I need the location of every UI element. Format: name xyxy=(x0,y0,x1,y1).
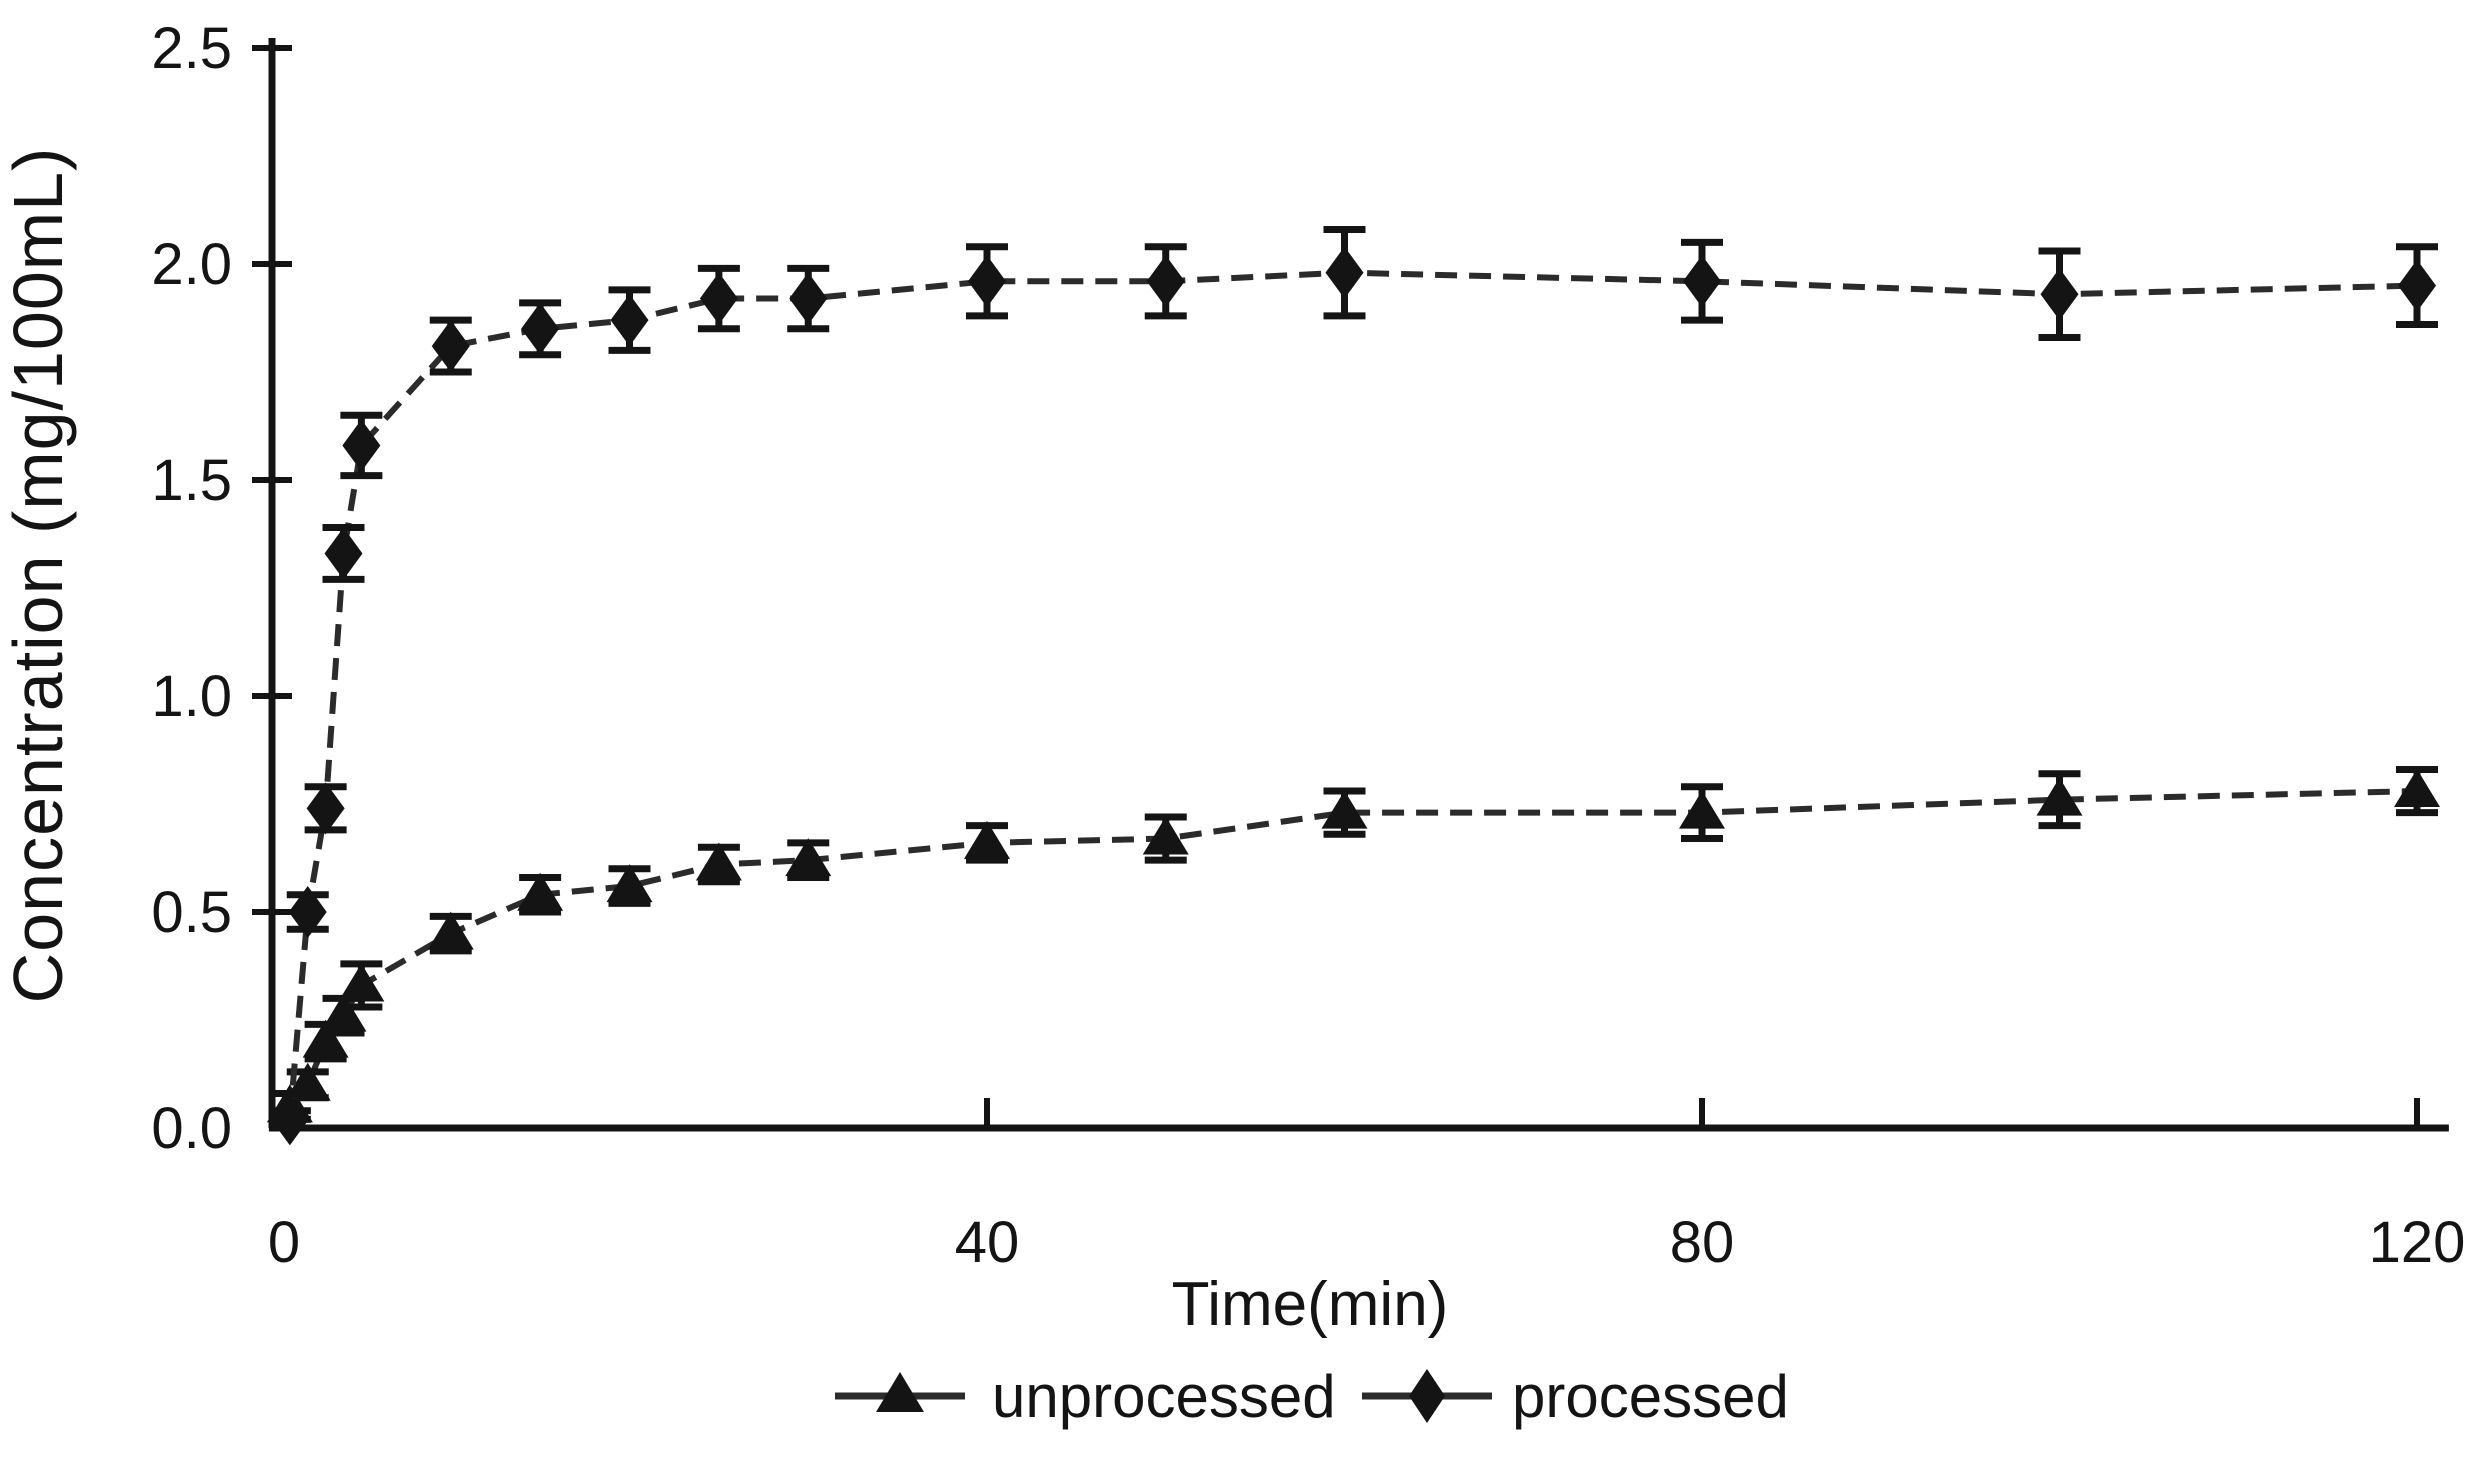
diamond-marker-processed xyxy=(431,320,470,373)
triangle-marker-unprocessed xyxy=(1142,816,1189,855)
triangle-icon xyxy=(876,1372,924,1412)
series-line-processed xyxy=(286,269,2418,1120)
triangle-marker-unprocessed xyxy=(284,1062,331,1101)
triangle-marker-unprocessed xyxy=(427,911,474,950)
y-tick-label: 0.5 xyxy=(151,880,232,945)
legend-item-unprocessed: unprocessed xyxy=(835,1363,1336,1430)
diamond-marker-processed xyxy=(288,886,327,938)
triangle-marker-unprocessed xyxy=(2394,769,2440,808)
diamond-marker-processed xyxy=(306,782,345,835)
diamond-marker-processed xyxy=(324,527,363,580)
series-line-unprocessed xyxy=(287,788,2418,1109)
triangle-marker-unprocessed xyxy=(2036,777,2083,816)
y-axis-title: Concentration (mg/100mL) xyxy=(0,147,77,1004)
triangle-marker-unprocessed xyxy=(695,842,742,881)
legend: unprocessed processed xyxy=(835,1363,1789,1430)
diamond-marker-processed xyxy=(1683,255,1721,308)
triangle-marker-unprocessed xyxy=(1321,790,1368,829)
y-tick-label: 2.0 xyxy=(151,232,232,297)
diamond-marker-processed xyxy=(2398,259,2436,312)
legend-label-unprocessed: unprocessed xyxy=(992,1363,1336,1430)
y-tick-label: 1.5 xyxy=(151,448,232,513)
diamond-marker-processed xyxy=(270,1093,309,1146)
diamond-marker-processed xyxy=(342,419,381,472)
x-tick-label: 120 xyxy=(2369,1210,2466,1275)
y-tick-label: 1.0 xyxy=(151,664,232,729)
y-tick-label: 0.0 xyxy=(151,1096,232,1161)
triangle-marker-unprocessed xyxy=(785,838,832,877)
triangle-marker-unprocessed xyxy=(302,1019,349,1058)
triangle-marker-unprocessed xyxy=(964,820,1010,859)
x-tick-label: 40 xyxy=(955,1210,1020,1275)
plot-area: 0.0 0.5 1.0 1.5 2.0 2.5 0 40 80 120 xyxy=(151,16,2465,1275)
triangle-marker-unprocessed xyxy=(320,993,367,1032)
legend-item-processed: processed xyxy=(1362,1363,1789,1430)
x-tick-label: 0 xyxy=(268,1210,300,1275)
triangle-marker-unprocessed xyxy=(338,963,385,1002)
diamond-marker-processed xyxy=(1325,246,1364,299)
diamond-marker-processed xyxy=(1146,255,1185,308)
diamond-marker-processed xyxy=(610,294,649,347)
triangle-marker-unprocessed xyxy=(517,872,564,911)
diamond-marker-processed xyxy=(968,255,1006,308)
y-tick-label: 2.5 xyxy=(151,16,232,81)
diamond-marker-processed xyxy=(521,302,560,355)
x-tick-label: 80 xyxy=(1670,1210,1735,1275)
triangle-marker-unprocessed xyxy=(1679,790,1725,829)
diamond-icon xyxy=(1409,1369,1445,1423)
diamond-marker-processed xyxy=(699,272,738,325)
triangle-marker-unprocessed xyxy=(606,864,653,903)
legend-label-processed: processed xyxy=(1512,1363,1789,1430)
diamond-marker-processed xyxy=(789,272,828,325)
x-axis-title: Time(min) xyxy=(1172,1270,1449,1339)
diamond-marker-processed xyxy=(2040,268,2079,321)
